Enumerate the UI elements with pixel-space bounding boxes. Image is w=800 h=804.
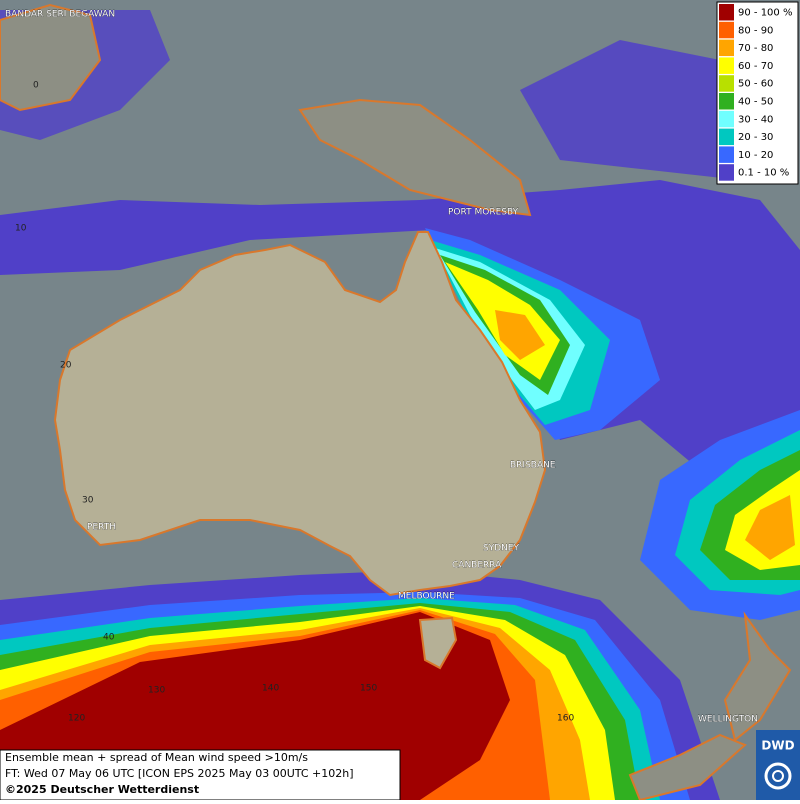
- city-label: MELBOURNE: [398, 592, 455, 602]
- graticule-label: 160: [557, 714, 574, 724]
- zone-orange: [745, 495, 795, 560]
- labels: BANDAR SERI BEGAWAN PORT MORESBY BRISBANE S…: [5, 9, 758, 725]
- legend-swatch: [719, 110, 734, 128]
- zone-orange: [495, 310, 545, 360]
- legend: 90 - 100 % 80 - 90 70 - 80 60 - 70 50 - 60 40…: [716, 1, 799, 185]
- legend-swatch: [719, 146, 734, 163]
- legend-swatch: [719, 164, 734, 181]
- caption-line: ©2025 Deutscher Wetterdienst: [5, 783, 199, 796]
- city-label: SYDNEY: [483, 544, 520, 554]
- city-label: WELLINGTON: [698, 715, 758, 725]
- city-label: CANBERRA: [452, 561, 502, 571]
- legend-label: 90 - 100 %: [738, 8, 792, 19]
- legend-label: 10 - 20: [738, 150, 773, 161]
- legend-label: 20 - 30: [738, 132, 773, 143]
- borneo: [0, 3, 102, 112]
- logo-text: DWD: [761, 739, 794, 753]
- graticule-label: 150: [360, 684, 377, 694]
- australia: [53, 231, 547, 597]
- tasmania: [418, 616, 458, 670]
- legend-label: 70 - 80: [738, 43, 773, 54]
- legend-label: 30 - 40: [738, 114, 773, 125]
- legend-swatch: [719, 128, 734, 146]
- graticule-label: 0: [33, 81, 39, 91]
- legend-swatch: [719, 39, 734, 57]
- city-label: PORT MORESBY: [448, 208, 519, 218]
- city-label: BRISBANE: [510, 461, 556, 471]
- legend-label: 80 - 90: [738, 25, 773, 36]
- legend-label: 0.1 - 10 %: [738, 168, 789, 179]
- logo-icon: [772, 770, 784, 782]
- logo-icon: [764, 762, 792, 790]
- graticule-label: 120: [68, 714, 85, 724]
- city-label: PERTH: [87, 523, 116, 533]
- zone-purple: [520, 40, 740, 180]
- city-label: BANDAR SERI BEGAWAN: [5, 10, 115, 20]
- caption-line: FT: Wed 07 May 06 UTC [ICON EPS 2025 May…: [5, 767, 354, 780]
- graticule-label: 30: [82, 496, 94, 506]
- legend-label: 40 - 50: [738, 97, 773, 108]
- legend-label: 60 - 70: [738, 61, 773, 72]
- graticule-label: 130: [148, 686, 165, 696]
- caption-line: Ensemble mean + spread of Mean wind spee…: [5, 751, 308, 764]
- graticule-label: 10: [15, 224, 27, 234]
- graticule-label: 40: [103, 633, 115, 643]
- graticule-label: 20: [60, 361, 72, 371]
- new-zealand-north: [723, 611, 792, 742]
- legend-swatch: [719, 75, 734, 92]
- legend-swatch: [719, 21, 734, 39]
- legend-swatch: [719, 57, 734, 74]
- land: [0, 3, 792, 802]
- caption-box: [0, 749, 401, 801]
- legend-swatch: [719, 4, 734, 21]
- graticule-label: 140: [262, 684, 279, 694]
- legend-label: 50 - 60: [738, 79, 773, 90]
- new-guinea: [298, 98, 532, 217]
- legend-swatch: [719, 93, 734, 110]
